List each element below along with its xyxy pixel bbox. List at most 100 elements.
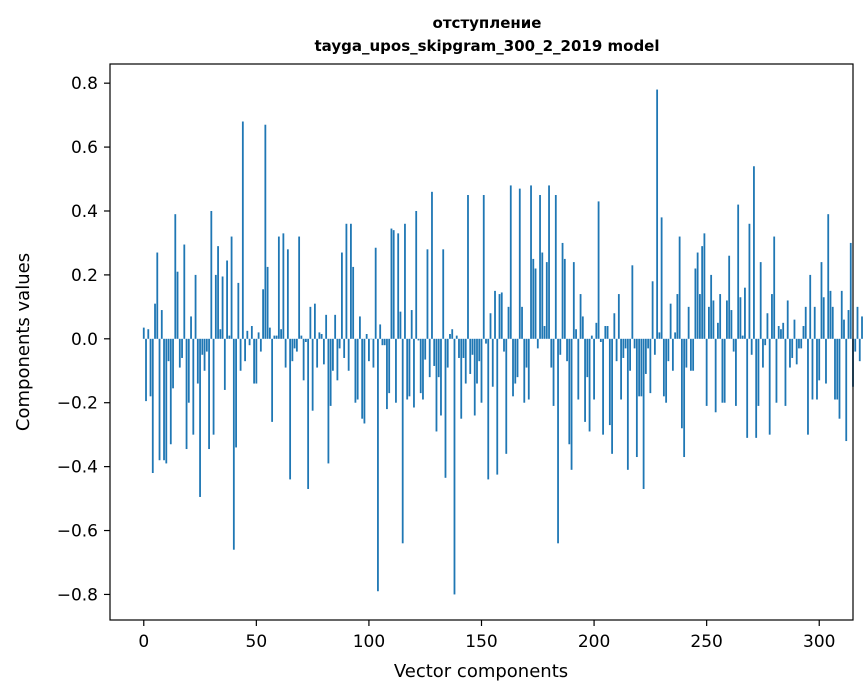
bar-35 [221, 276, 224, 339]
bar-263 [735, 338, 737, 406]
bar-22 [192, 338, 195, 435]
bar-55 [266, 266, 269, 339]
bar-108 [386, 338, 388, 410]
y-tick-label: 0.8 [71, 74, 98, 94]
bar-237 [676, 294, 679, 339]
bar-161 [505, 338, 508, 454]
bar-138 [453, 338, 456, 595]
bar-221 [640, 338, 643, 397]
bar-43 [239, 338, 242, 371]
bar-126 [426, 249, 429, 339]
bar-170 [525, 338, 528, 368]
bar-287 [789, 338, 791, 368]
bar-262 [732, 338, 735, 352]
bar-208 [611, 338, 613, 454]
bar-133 [442, 249, 445, 339]
bar-152 [485, 338, 487, 344]
bar-251 [708, 306, 710, 339]
bar-88 [341, 252, 343, 339]
x-tick-label: 250 [690, 632, 722, 652]
bar-214 [624, 338, 627, 349]
bar-26 [201, 338, 204, 355]
bar-205 [604, 326, 607, 339]
bar-174 [534, 268, 537, 339]
bar-119 [410, 310, 413, 339]
bar-56 [268, 327, 271, 339]
bar-158 [498, 294, 501, 339]
bar-128 [431, 191, 433, 339]
bar-238 [678, 236, 681, 339]
bar-165 [514, 338, 517, 384]
bar-295 [807, 338, 809, 435]
bar-147 [473, 338, 476, 416]
bar-220 [638, 338, 641, 397]
bar-313 [847, 310, 850, 339]
bar-62 [282, 233, 285, 339]
bar-78 [318, 332, 321, 339]
bar-284 [782, 322, 785, 339]
bar-150 [480, 338, 483, 403]
bar-246 [696, 252, 699, 339]
bars-group [142, 89, 863, 595]
bar-46 [246, 330, 249, 339]
bar-50 [255, 338, 258, 384]
bar-176 [539, 195, 541, 339]
bar-300 [818, 338, 821, 381]
bar-206 [606, 326, 609, 339]
bar-192 [575, 329, 577, 339]
bar-146 [471, 338, 474, 355]
x-tick-label: 150 [465, 632, 497, 652]
bar-194 [579, 294, 582, 339]
bar-271 [753, 166, 755, 339]
chart-title: отступление [433, 14, 542, 32]
bar-298 [813, 306, 816, 339]
bar-314 [849, 242, 852, 339]
bar-131 [437, 338, 440, 378]
bar-182 [552, 338, 555, 406]
bar-32 [214, 274, 217, 339]
bar-52 [259, 338, 262, 352]
bar-80 [322, 338, 325, 365]
bar-245 [694, 268, 697, 339]
bar-280 [773, 236, 776, 339]
bar-103 [374, 247, 377, 339]
bar-224 [647, 338, 650, 349]
bar-211 [617, 294, 620, 339]
bar-257 [721, 338, 724, 403]
bar-256 [719, 294, 722, 339]
bar-159 [500, 292, 503, 339]
bar-288 [791, 338, 794, 358]
bar-219 [635, 338, 638, 458]
y-tick-label: −0.4 [57, 458, 98, 478]
y-tick-label: 0.2 [71, 266, 98, 286]
bar-234 [669, 303, 672, 339]
bar-218 [633, 338, 636, 349]
bar-45 [244, 338, 246, 362]
bar-266 [741, 335, 744, 339]
bar-270 [750, 338, 753, 355]
bar-281 [775, 338, 778, 403]
bar-186 [561, 242, 564, 339]
bar-286 [786, 300, 789, 339]
bar-185 [559, 338, 562, 355]
bar-166 [516, 338, 519, 378]
bar-57 [271, 338, 274, 422]
bar-243 [689, 338, 692, 371]
bar-303 [825, 338, 827, 384]
bar-29 [208, 338, 210, 450]
bar-160 [503, 338, 505, 352]
bar-20 [187, 338, 190, 403]
bar-123 [419, 338, 422, 394]
bar-113 [397, 233, 400, 339]
bar-0 [142, 327, 145, 339]
y-tick-label: 0.0 [71, 330, 98, 350]
bar-1 [145, 338, 147, 402]
bar-61 [280, 329, 283, 339]
bar-73 [307, 338, 310, 489]
bar-248 [701, 246, 704, 339]
bar-181 [550, 338, 553, 368]
bar-179 [545, 262, 548, 339]
bar-23 [194, 274, 197, 339]
bar-312 [845, 338, 848, 442]
bar-70 [300, 335, 303, 339]
